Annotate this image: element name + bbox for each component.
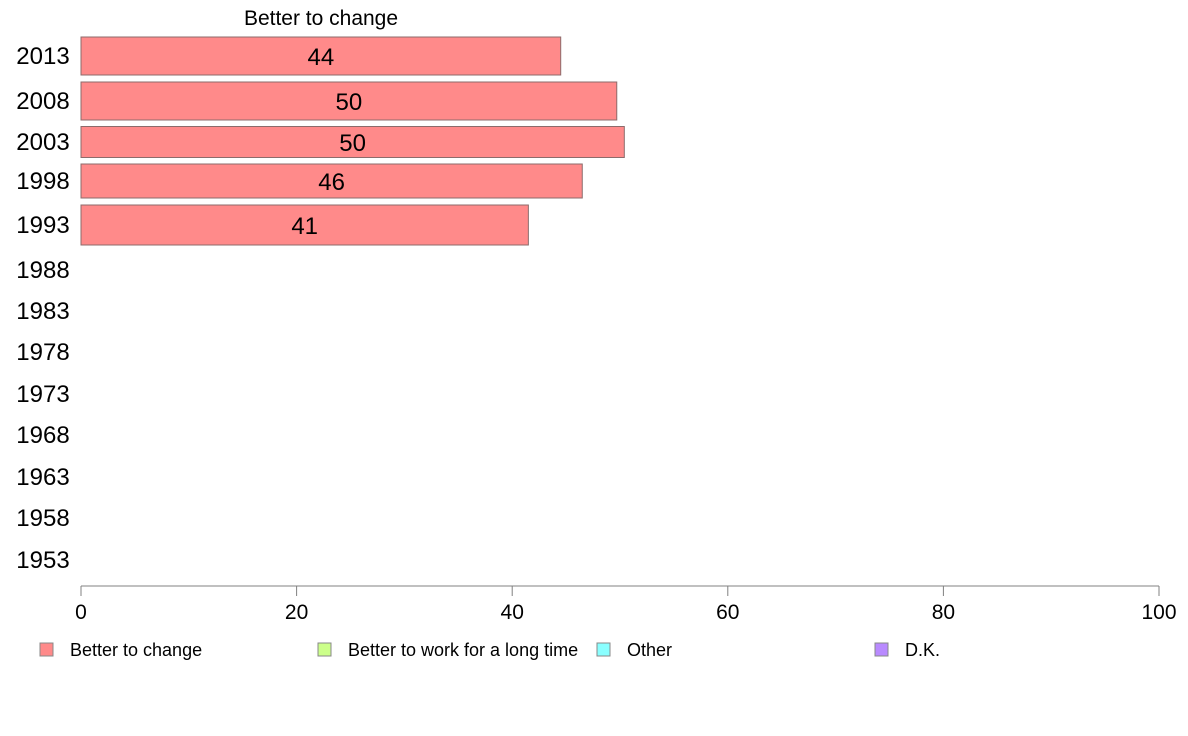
legend-label: Other [627,640,672,660]
y-tick-label: 1988 [16,257,69,284]
legend-label: Better to work for a long time [348,640,578,660]
bar-value-label: 44 [308,44,335,71]
y-tick-label: 1968 [16,422,69,449]
bar [80,126,625,158]
y-tick-label: 1998 [16,168,69,195]
y-tick-label: 2013 [16,43,69,70]
x-tick-label: 0 [75,601,87,624]
bar [80,81,618,121]
bar-value-label: 50 [336,89,363,116]
bar [80,163,583,199]
y-axis-labels: 2013 2008 2003 1998 1993 1988 1983 1978 1973 1968… [16,43,69,574]
legend-swatch [317,642,332,657]
y-tick-label: 1963 [16,464,69,491]
legend-label: Better to change [70,640,202,660]
x-tick-label: 60 [716,601,739,624]
x-tick-label: 100 [1141,601,1176,624]
y-tick-label: 1953 [16,547,69,574]
legend-swatch [596,642,611,657]
bar-value-label: 50 [339,130,366,157]
y-tick-label: 1978 [16,339,69,366]
y-tick-label: 1993 [16,212,69,239]
y-tick-label: 1973 [16,381,69,408]
y-tick-label: 2008 [16,88,69,115]
x-axis: 0 20 40 60 80 100 [75,585,1177,624]
bar-value-label: 41 [291,213,318,240]
legend-swatch [39,642,54,657]
y-tick-label: 2003 [16,129,69,156]
x-tick-label: 20 [285,601,308,624]
bar [80,36,562,76]
legend: Better to change Better to work for a lon… [39,640,940,660]
legend-swatch [874,642,889,657]
x-tick-label: 40 [501,601,524,624]
legend-label: D.K. [905,640,940,660]
bar-value-label: 46 [318,169,345,196]
y-tick-label: 1983 [16,298,69,325]
x-tick-label: 80 [932,601,955,624]
y-tick-label: 1958 [16,505,69,532]
chart-title: Better to change [244,7,398,30]
bar [80,204,529,246]
